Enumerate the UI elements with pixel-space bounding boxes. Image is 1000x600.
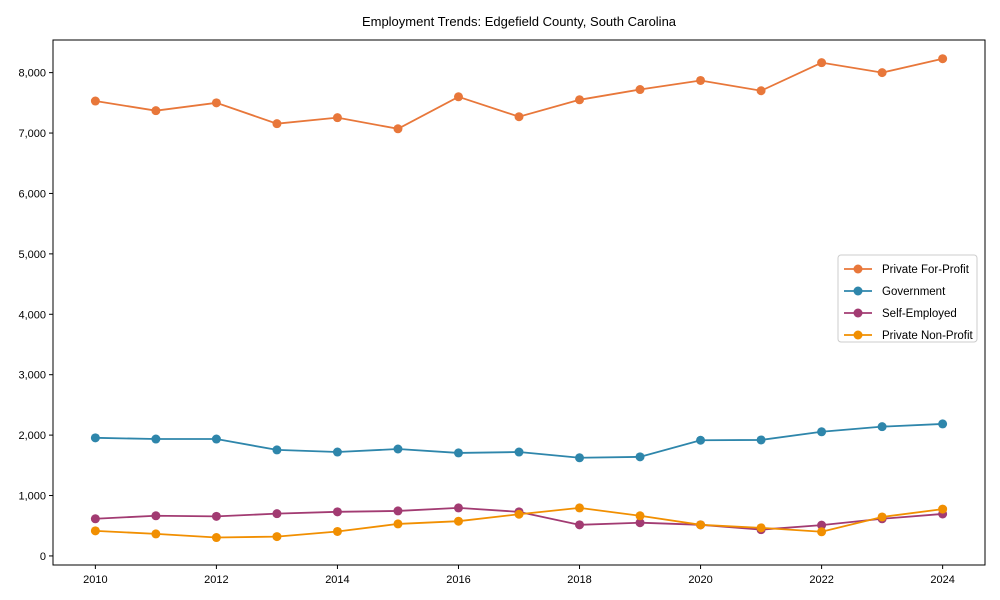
y-tick-label: 5,000 bbox=[18, 249, 46, 261]
data-point-self-employed bbox=[151, 511, 161, 521]
legend: Private For-Profit Government Self-Employe… bbox=[837, 254, 978, 343]
data-point-private-non-profit bbox=[272, 532, 282, 542]
data-point-private-non-profit bbox=[696, 520, 706, 530]
data-point-self-employed bbox=[817, 520, 827, 530]
data-point-government bbox=[635, 452, 645, 462]
data-point-private-non-profit bbox=[90, 526, 100, 536]
data-point-private-for-profit bbox=[756, 86, 766, 96]
legend-label: Self-Employed bbox=[882, 308, 957, 320]
data-point-self-employed bbox=[635, 518, 645, 528]
legend-label: Private For-Profit bbox=[882, 264, 970, 276]
data-point-private-non-profit bbox=[151, 529, 161, 539]
data-point-government bbox=[575, 453, 585, 463]
data-point-private-for-profit bbox=[151, 106, 161, 116]
data-point-private-for-profit bbox=[453, 92, 463, 102]
data-point-self-employed bbox=[393, 506, 403, 516]
data-point-private-for-profit bbox=[272, 119, 282, 129]
data-point-private-non-profit bbox=[756, 523, 766, 533]
data-point-government bbox=[514, 447, 524, 457]
legend-marker bbox=[853, 264, 863, 274]
y-tick-label: 2,000 bbox=[18, 430, 46, 442]
data-point-government bbox=[90, 433, 100, 443]
data-point-private-for-profit bbox=[514, 112, 524, 122]
data-point-government bbox=[877, 422, 887, 432]
data-point-self-employed bbox=[90, 514, 100, 524]
data-point-private-for-profit bbox=[575, 95, 585, 105]
data-point-private-for-profit bbox=[332, 113, 342, 123]
data-point-private-for-profit bbox=[696, 75, 706, 85]
y-tick-label: 1,000 bbox=[18, 491, 46, 503]
data-point-self-employed bbox=[453, 503, 463, 513]
y-tick-label: 3,000 bbox=[18, 370, 46, 382]
y-tick-label: 0 bbox=[40, 551, 46, 563]
y-tick-label: 8,000 bbox=[18, 68, 46, 80]
data-point-self-employed bbox=[575, 520, 585, 530]
data-point-private-for-profit bbox=[90, 96, 100, 106]
data-point-private-non-profit bbox=[938, 504, 948, 514]
legend-box bbox=[837, 254, 978, 343]
data-point-private-non-profit bbox=[332, 526, 342, 536]
y-tick-label: 4,000 bbox=[18, 309, 46, 321]
x-tick-label: 2024 bbox=[930, 574, 954, 586]
data-point-private-for-profit bbox=[393, 124, 403, 134]
data-point-self-employed bbox=[272, 509, 282, 519]
data-point-private-non-profit bbox=[575, 503, 585, 513]
data-point-government bbox=[938, 419, 948, 429]
x-tick-label: 2014 bbox=[325, 574, 349, 586]
data-point-private-for-profit bbox=[211, 98, 221, 108]
legend-marker bbox=[853, 308, 863, 318]
data-point-private-non-profit bbox=[514, 509, 524, 519]
data-point-government bbox=[453, 448, 463, 458]
data-point-private-non-profit bbox=[877, 512, 887, 522]
data-point-self-employed bbox=[211, 511, 221, 521]
data-point-private-non-profit bbox=[211, 533, 221, 543]
legend-marker bbox=[853, 286, 863, 296]
data-point-government bbox=[332, 447, 342, 457]
data-point-government bbox=[151, 434, 161, 444]
data-point-private-non-profit bbox=[393, 519, 403, 529]
data-point-government bbox=[272, 445, 282, 455]
data-point-private-for-profit bbox=[938, 54, 948, 64]
legend-marker bbox=[853, 330, 863, 340]
data-point-private-for-profit bbox=[635, 85, 645, 95]
data-point-government bbox=[817, 427, 827, 437]
x-tick-label: 2018 bbox=[567, 574, 591, 586]
data-point-self-employed bbox=[332, 507, 342, 517]
data-point-government bbox=[393, 444, 403, 454]
data-point-private-for-profit bbox=[817, 58, 827, 68]
data-point-private-non-profit bbox=[817, 527, 827, 537]
data-point-private-non-profit bbox=[635, 511, 645, 521]
x-tick-label: 2022 bbox=[809, 574, 833, 586]
legend-label: Government bbox=[882, 286, 946, 298]
data-point-government bbox=[756, 435, 766, 445]
data-point-government bbox=[696, 435, 706, 445]
data-point-private-for-profit bbox=[877, 68, 887, 78]
y-tick-label: 7,000 bbox=[18, 128, 46, 140]
plot-frame bbox=[52, 39, 986, 566]
data-point-private-non-profit bbox=[453, 516, 463, 526]
x-tick-label: 2020 bbox=[688, 574, 712, 586]
legend-label: Private Non-Profit bbox=[882, 330, 974, 342]
x-tick-label: 2012 bbox=[204, 574, 228, 586]
chart-title: Employment Trends: Edgefield County, Sou… bbox=[362, 14, 677, 29]
x-tick-label: 2010 bbox=[83, 574, 107, 586]
y-tick-label: 6,000 bbox=[18, 188, 46, 200]
x-tick-label: 2016 bbox=[446, 574, 470, 586]
data-point-government bbox=[211, 434, 221, 444]
